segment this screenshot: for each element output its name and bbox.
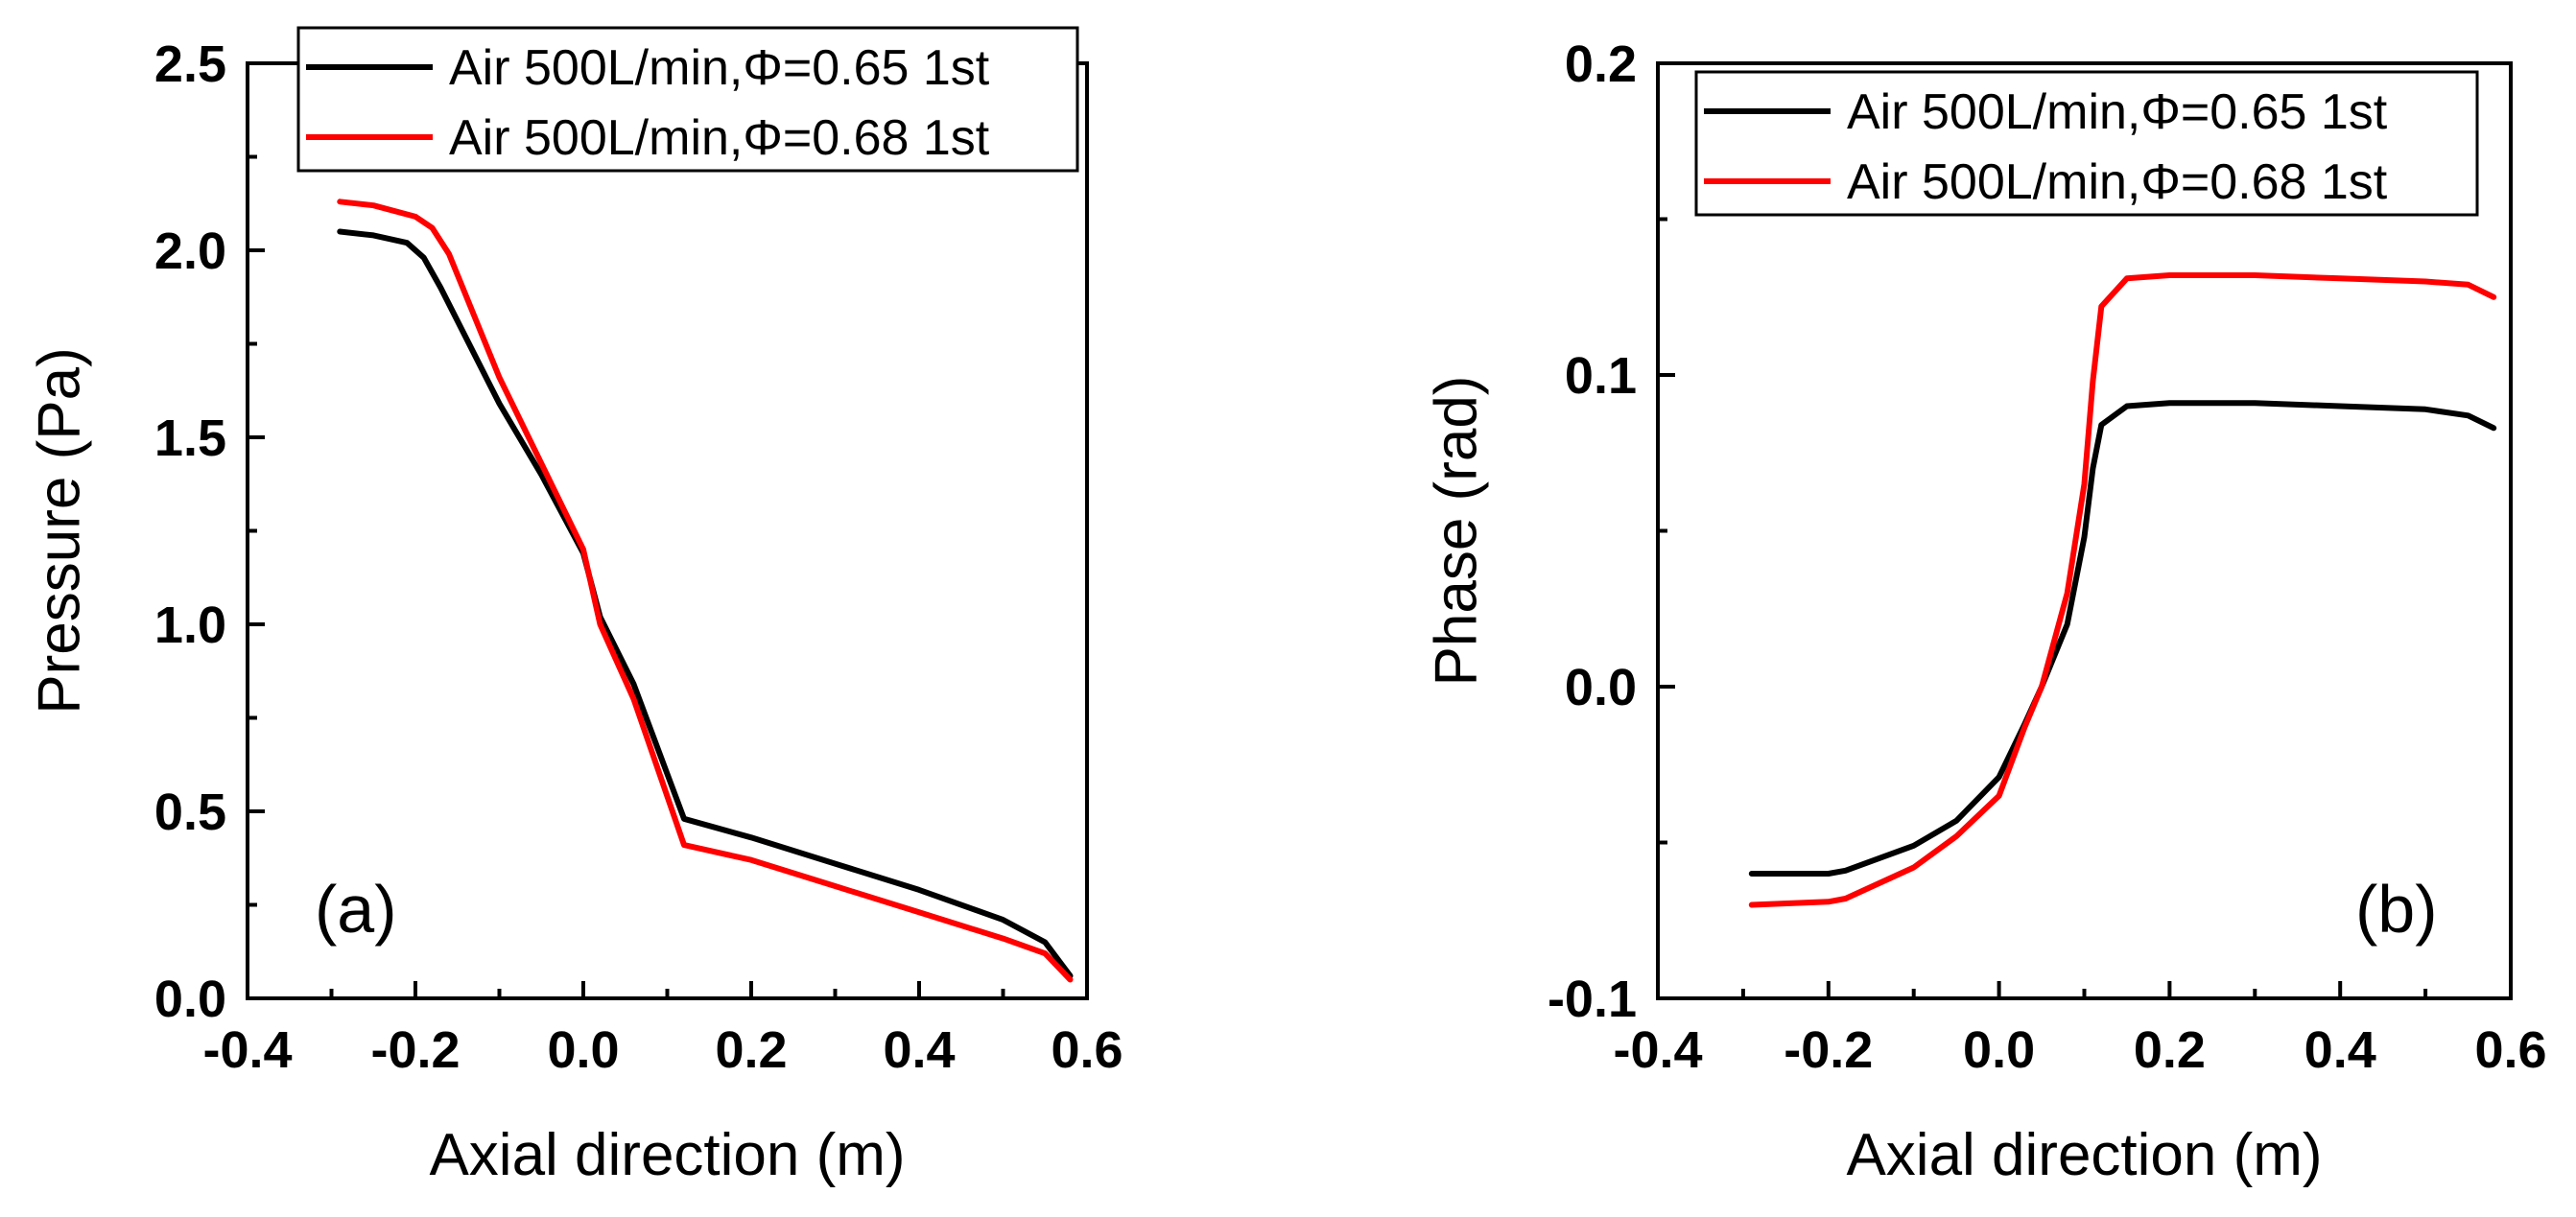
- series-line-1: [337, 199, 1074, 983]
- legend-label: Air 500L/min,Φ=0.68 1st: [1847, 154, 2388, 210]
- x-axis-title: Axial direction (m): [429, 1122, 905, 1188]
- y-tick-label: 1.0: [154, 597, 226, 654]
- x-tick-label: 0.2: [2134, 1021, 2206, 1079]
- y-tick-label: 2.5: [154, 35, 226, 93]
- x-tick-label: -0.2: [370, 1021, 460, 1079]
- panel-label: (a): [315, 872, 397, 947]
- y-tick-label: 0.2: [1565, 35, 1637, 93]
- series-line-0: [1748, 400, 2497, 877]
- x-tick-label: 0.0: [547, 1021, 619, 1079]
- y-tick-label: 0.0: [154, 971, 226, 1028]
- y-tick-label: 0.1: [1565, 347, 1637, 405]
- series-line-1: [1748, 272, 2497, 908]
- x-tick-label: 0.0: [1963, 1021, 2035, 1079]
- legend-label: Air 500L/min,Φ=0.68 1st: [449, 110, 990, 166]
- legend-box: [1694, 70, 2479, 217]
- legend-label: Air 500L/min,Φ=0.65 1st: [449, 40, 990, 96]
- chart-panel-0: -0.4 -0.2 0.0 0.2 0.4 0.6 0.0 0.5 1.0 1.5 2.0 2.5 Ax…: [27, 26, 1123, 1188]
- x-tick-label: 0.6: [2474, 1021, 2546, 1079]
- y-axis-title: Phase (rad): [1424, 376, 1490, 687]
- y-tick-label: 0.0: [1565, 659, 1637, 716]
- x-tick-label: -0.4: [1613, 1021, 1702, 1079]
- x-tick-label: 0.6: [1051, 1021, 1123, 1079]
- y-tick-label: 2.0: [154, 222, 226, 280]
- x-tick-label: 0.4: [2304, 1021, 2376, 1079]
- chart-panel-1: -0.4 -0.2 0.0 0.2 0.4 0.6 -0.1 0.0 0.1 0.2 Axial d…: [1424, 35, 2547, 1188]
- legend: Air 500L/min,Φ=0.65 1st Air 500L/min,Φ=0.…: [296, 26, 1079, 173]
- x-tick-label: 0.4: [883, 1021, 955, 1079]
- series-line-0: [337, 228, 1074, 979]
- panel-label: (b): [2355, 872, 2438, 947]
- legend-label: Air 500L/min,Φ=0.65 1st: [1847, 84, 2388, 140]
- y-tick-label: 0.5: [154, 784, 226, 841]
- x-tick-label: -0.4: [202, 1021, 292, 1079]
- legend: Air 500L/min,Φ=0.65 1st Air 500L/min,Φ=0.…: [1694, 70, 2479, 217]
- y-tick-label: 1.5: [154, 410, 226, 467]
- y-tick-label: -0.1: [1548, 971, 1637, 1028]
- x-tick-label: 0.2: [715, 1021, 787, 1079]
- y-axis-title: Pressure (Pa): [27, 347, 93, 714]
- x-tick-label: -0.2: [1784, 1021, 1873, 1079]
- x-axis-title: Axial direction (m): [1846, 1122, 2322, 1188]
- legend-box: [296, 26, 1079, 173]
